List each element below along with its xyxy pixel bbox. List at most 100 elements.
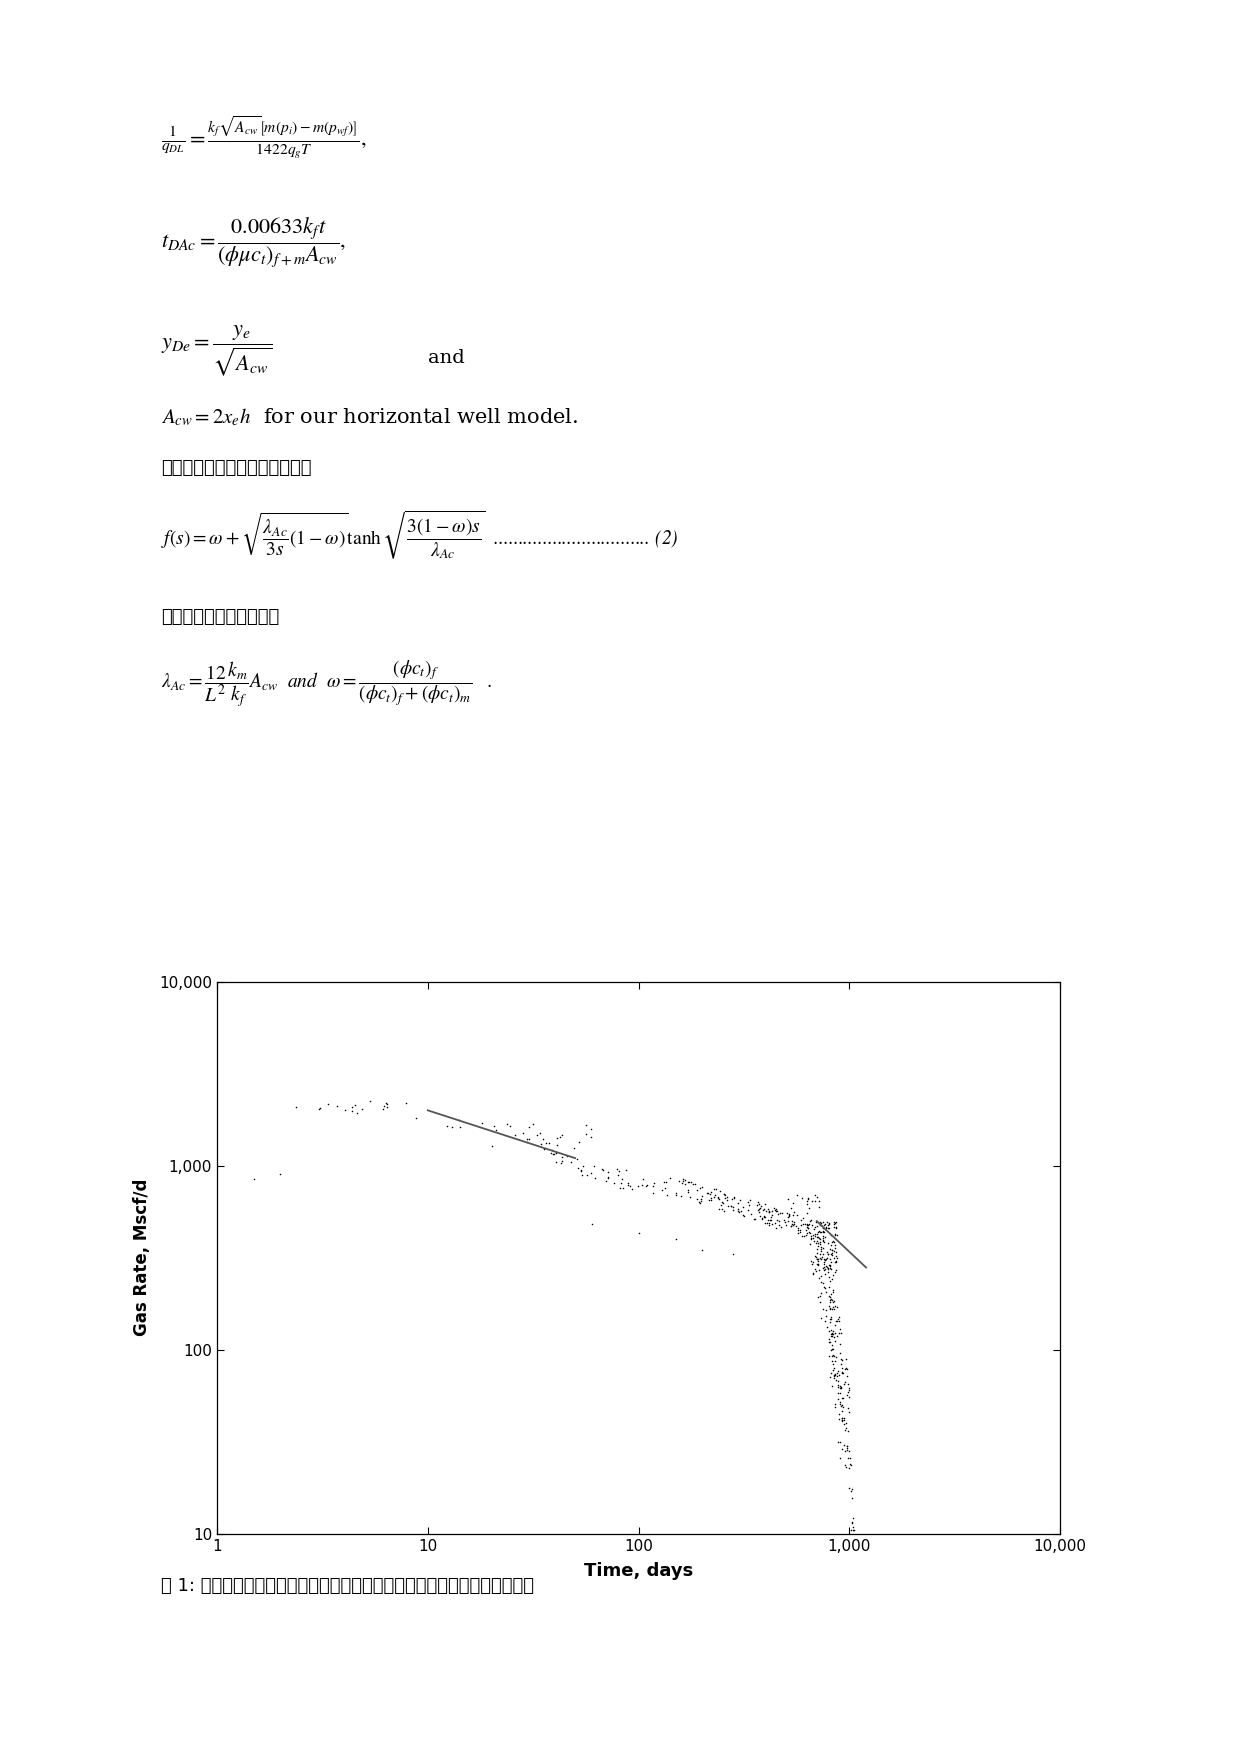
Point [723,1185,743,1213]
Point [830,1374,849,1402]
Point [797,1190,817,1218]
Point [346,1090,366,1118]
Point [838,1437,858,1466]
Point [811,1245,831,1273]
Point [838,1474,858,1502]
Point [505,1122,525,1150]
Point [833,1371,853,1399]
Point [808,1248,828,1276]
Point [773,1199,792,1227]
Point [816,1252,836,1280]
Point [837,1432,857,1460]
Point [820,1264,839,1292]
Point [692,1236,712,1264]
Point [823,1276,843,1304]
Point [771,1213,791,1241]
Point [808,1224,828,1252]
Point [833,1383,853,1411]
Point [310,1094,330,1122]
Point [828,1302,848,1331]
Point [815,1222,835,1250]
Point [486,1117,506,1145]
Point [832,1353,852,1381]
Point [796,1220,816,1248]
Point [828,1304,848,1332]
Point [790,1218,810,1246]
Point [760,1211,780,1239]
Point [832,1346,852,1374]
Point [797,1215,817,1243]
Point [759,1210,779,1238]
Point [815,1273,835,1301]
Point [781,1211,801,1239]
Point [782,1210,802,1238]
Point [706,1175,725,1203]
Point [441,1113,461,1141]
Point [759,1197,779,1225]
Point [823,1213,843,1241]
Point [822,1285,842,1313]
Point [826,1292,846,1320]
Point [622,1175,642,1203]
Point [599,1164,619,1192]
Point [825,1220,844,1248]
Point [820,1288,839,1317]
Point [823,1210,843,1238]
Point [745,1204,765,1232]
Point [777,1185,797,1213]
Point [830,1388,849,1416]
Point [806,1241,826,1269]
Point [807,1283,827,1311]
Point [759,1206,779,1234]
Point [822,1322,842,1350]
Point [808,1252,828,1280]
Point [764,1194,784,1222]
Point [766,1213,786,1241]
Point [836,1346,856,1374]
Point [636,1173,656,1201]
Point [552,1148,572,1176]
Point [739,1187,759,1215]
Point [830,1306,849,1334]
Point [728,1189,748,1217]
Point [546,1139,565,1167]
Point [567,1145,587,1173]
Text: $A_{cw}$$=2x_e h$  for our horizontal well model.: $A_{cw}$$=2x_e h$ for our horizontal wel… [161,407,578,428]
Point [751,1204,771,1232]
Point [552,1120,572,1148]
Point [808,1224,828,1252]
Point [823,1243,843,1271]
Point [724,1183,744,1211]
Point [711,1192,730,1220]
Point [830,1331,849,1359]
Point [546,1148,565,1176]
Point [807,1218,827,1246]
Point [841,1451,861,1480]
Point [825,1220,844,1248]
Point [837,1355,857,1383]
Point [821,1336,841,1364]
Point [827,1359,847,1387]
Point [827,1322,847,1350]
Point [753,1204,773,1232]
Point [536,1129,556,1157]
Point [687,1185,707,1213]
Point [687,1176,707,1204]
Point [655,1175,675,1203]
Point [768,1197,787,1225]
Point [825,1362,844,1390]
Point [831,1320,851,1348]
Point [714,1180,734,1208]
Point [838,1416,858,1444]
Point [670,1167,689,1196]
Point [712,1189,732,1217]
Point [816,1302,836,1331]
Point [820,1308,839,1336]
Point [815,1246,835,1274]
Point [838,1397,858,1425]
Point [784,1197,804,1225]
Point [713,1189,733,1217]
Point [786,1211,806,1239]
Point [811,1304,831,1332]
Point [615,1157,635,1185]
